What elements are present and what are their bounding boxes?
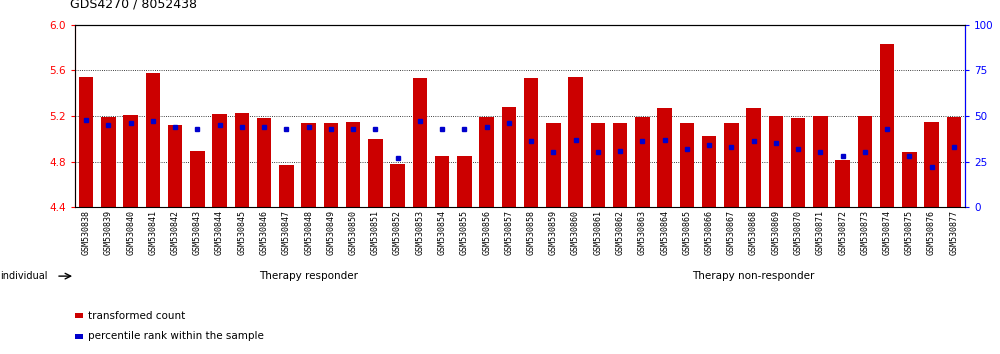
Bar [880,44,894,207]
Text: individual: individual [0,271,48,281]
Text: GSM530873: GSM530873 [860,210,869,255]
Text: GSM530839: GSM530839 [104,210,113,255]
Bar [635,117,650,207]
Text: GSM530864: GSM530864 [660,210,669,255]
Text: GSM530845: GSM530845 [237,210,246,255]
Text: GSM530867: GSM530867 [727,210,736,255]
Bar [79,77,93,207]
Bar [146,73,160,207]
Bar [613,123,627,207]
Text: GSM530874: GSM530874 [883,210,892,255]
Text: GSM530844: GSM530844 [215,210,224,255]
Text: GSM530849: GSM530849 [326,210,335,255]
Text: GSM530870: GSM530870 [794,210,803,255]
Text: GDS4270 / 8052438: GDS4270 / 8052438 [70,0,197,11]
Text: GSM530872: GSM530872 [838,210,847,255]
Bar [835,160,850,207]
Text: GSM530868: GSM530868 [749,210,758,255]
Bar [324,123,338,207]
Bar [657,108,672,207]
Text: GSM530859: GSM530859 [549,210,558,255]
Text: GSM530855: GSM530855 [460,210,469,255]
Text: percentile rank within the sample: percentile rank within the sample [88,331,264,342]
Bar [924,122,939,207]
Text: GSM530843: GSM530843 [193,210,202,255]
Text: GSM530869: GSM530869 [771,210,780,255]
Text: GSM530860: GSM530860 [571,210,580,255]
Text: GSM530848: GSM530848 [304,210,313,255]
Bar [212,114,227,207]
Bar [813,116,828,207]
Text: GSM530861: GSM530861 [593,210,602,255]
Bar [190,151,205,207]
Text: GSM530877: GSM530877 [949,210,958,255]
Bar [390,164,405,207]
Bar [479,117,494,207]
Text: GSM530856: GSM530856 [482,210,491,255]
Text: GSM530847: GSM530847 [282,210,291,255]
Bar [457,156,472,207]
Bar [502,107,516,207]
Text: GSM530840: GSM530840 [126,210,135,255]
Text: GSM530854: GSM530854 [438,210,447,255]
Text: GSM530851: GSM530851 [371,210,380,255]
Text: transformed count: transformed count [88,311,185,321]
Bar [301,123,316,207]
Bar [368,139,383,207]
Bar [257,118,271,207]
Text: GSM530876: GSM530876 [927,210,936,255]
Bar [279,165,294,207]
Text: Therapy non-responder: Therapy non-responder [692,271,815,281]
Text: GSM530850: GSM530850 [349,210,358,255]
Bar [746,108,761,207]
Text: GSM530865: GSM530865 [682,210,691,255]
Bar [413,78,427,207]
Text: GSM530862: GSM530862 [616,210,625,255]
Text: GSM530857: GSM530857 [504,210,513,255]
Bar [702,136,716,207]
Text: GSM530853: GSM530853 [415,210,424,255]
Text: GSM530866: GSM530866 [705,210,714,255]
Bar [591,123,605,207]
Text: GSM530846: GSM530846 [260,210,269,255]
Bar [858,116,872,207]
Bar [168,125,182,207]
Text: GSM530858: GSM530858 [527,210,536,255]
Bar [123,115,138,207]
Text: GSM530852: GSM530852 [393,210,402,255]
Bar [724,123,739,207]
Text: GSM530841: GSM530841 [148,210,157,255]
Bar [346,122,360,207]
Bar [791,118,805,207]
Bar [546,123,561,207]
Bar [568,77,583,207]
Bar [235,113,249,207]
Text: GSM530842: GSM530842 [171,210,180,255]
Bar [524,78,538,207]
Bar [902,153,917,207]
Text: GSM530871: GSM530871 [816,210,825,255]
Bar [680,123,694,207]
Text: GSM530863: GSM530863 [638,210,647,255]
Text: GSM530875: GSM530875 [905,210,914,255]
Bar [769,116,783,207]
Bar [101,117,116,207]
Bar [947,117,961,207]
Text: GSM530838: GSM530838 [82,210,91,255]
Bar [435,156,449,207]
Text: Therapy responder: Therapy responder [259,271,358,281]
